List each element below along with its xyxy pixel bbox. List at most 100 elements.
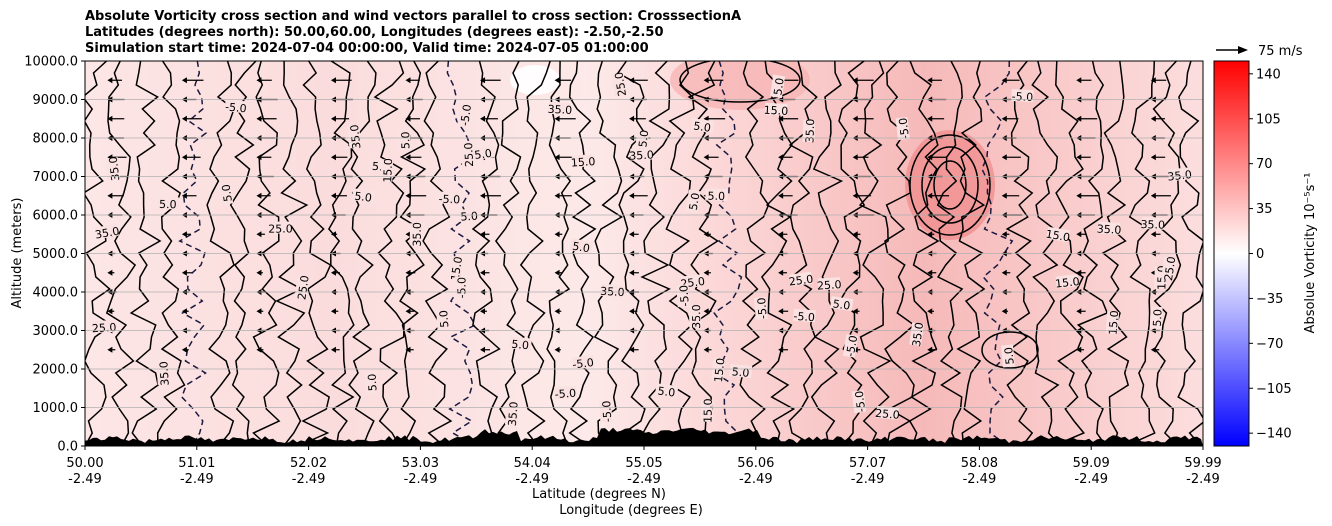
colorbar-tick-label: 35 bbox=[1256, 202, 1273, 217]
contour-label-bg bbox=[380, 159, 394, 182]
wind-vector-head-icon bbox=[927, 192, 933, 199]
wind-vector-head-icon bbox=[1076, 77, 1082, 84]
vorticity-maximum bbox=[905, 130, 995, 240]
wind-vector-head-icon bbox=[1001, 154, 1007, 161]
contour-label: 25.0 bbox=[92, 321, 117, 335]
contour-ring bbox=[679, 61, 801, 103]
contour-label: 25.0 bbox=[875, 407, 901, 422]
contour-label-bg bbox=[676, 284, 690, 308]
contour-label-bg bbox=[218, 181, 234, 205]
wind-vector-head-icon bbox=[405, 154, 411, 161]
contour-label: 5.0 bbox=[731, 365, 750, 380]
contour-line bbox=[85, 61, 114, 446]
wind-vector-head-icon bbox=[256, 115, 262, 122]
wind-vector-head-icon bbox=[330, 154, 336, 161]
wind-vector-head-icon bbox=[256, 231, 262, 238]
wind-vector-head-icon bbox=[181, 77, 187, 84]
contour-line bbox=[665, 61, 695, 446]
contour-label: 5.0 bbox=[571, 240, 590, 256]
wind-vector-head-icon bbox=[1001, 308, 1007, 315]
wind-vector-head-icon bbox=[256, 154, 262, 161]
contour-label-bg bbox=[224, 99, 248, 114]
wind-vector-head-icon bbox=[927, 154, 933, 161]
contour-label: 35.0 bbox=[1096, 222, 1121, 236]
contour-line bbox=[568, 61, 597, 446]
y-tick-label: 10000.0 bbox=[24, 55, 78, 70]
contour-line bbox=[327, 61, 355, 446]
contour-label-bg bbox=[685, 189, 701, 214]
wind-vector-head-icon bbox=[405, 308, 411, 315]
wind-vector-head-icon bbox=[554, 308, 560, 315]
contour-label: -5.0 bbox=[755, 297, 770, 319]
x-tick-label: 53.03 bbox=[402, 456, 439, 471]
contour-label: 25.0 bbox=[788, 272, 814, 288]
contour-label-bg bbox=[1046, 226, 1070, 243]
y-tick-label: 1000.0 bbox=[33, 401, 79, 416]
contour-label-bg bbox=[504, 402, 519, 426]
contour-label: -5.0 bbox=[458, 104, 474, 127]
x-tick-label-2: -2.49 bbox=[180, 472, 214, 487]
contour-label: 5.0 bbox=[399, 131, 412, 149]
wind-vector-head-icon bbox=[927, 115, 933, 122]
wind-vector-head-icon bbox=[405, 115, 411, 122]
wind-vector-head-icon bbox=[107, 192, 113, 199]
contour-line bbox=[275, 61, 309, 446]
wind-vector-head-icon bbox=[256, 346, 262, 353]
colorbar-tick-label: −140 bbox=[1256, 427, 1292, 442]
contour-labels: -5.05.025.0 25.05.035.05.025.05.035.05.0-… bbox=[92, 71, 1193, 427]
contour-label-bg bbox=[1097, 221, 1121, 235]
wind-vector-head-icon bbox=[330, 115, 336, 122]
contour-label-bg bbox=[1011, 88, 1034, 103]
y-tick-label: 3000.0 bbox=[33, 324, 79, 339]
wind-vector-head-icon bbox=[927, 308, 933, 315]
contour-label: -5.0 bbox=[853, 390, 868, 413]
colorbar-tick-label: 0 bbox=[1256, 247, 1264, 262]
contour-label-bg bbox=[689, 305, 702, 328]
contour-label-bg bbox=[876, 405, 900, 420]
wind-vector-head-icon bbox=[107, 115, 113, 122]
contour-line bbox=[908, 61, 940, 446]
wind-vector-head-icon bbox=[256, 192, 262, 199]
wind-vector-head-icon bbox=[1076, 192, 1082, 199]
wind-vector-head-icon bbox=[852, 192, 858, 199]
contour-label-bg bbox=[700, 399, 713, 422]
wind-vector-head-icon bbox=[480, 346, 486, 353]
contour-label: 5.0 bbox=[159, 198, 177, 211]
contour-label: 15.0 bbox=[1107, 310, 1122, 335]
wind-vector-head-icon bbox=[1076, 231, 1082, 238]
contour-label-bg bbox=[409, 223, 422, 246]
wind-vector-head-icon bbox=[480, 115, 486, 122]
x-axis: 50.00-2.4951.01-2.4952.02-2.4953.03-2.49… bbox=[66, 446, 1222, 487]
contour-line bbox=[422, 61, 453, 446]
wind-vector-head-icon bbox=[330, 192, 336, 199]
wind-vector-head-icon bbox=[107, 308, 113, 315]
contour-line bbox=[348, 61, 377, 446]
wind-vector-head-icon bbox=[629, 269, 635, 276]
contour-line bbox=[1005, 61, 1034, 446]
chart-title-line-2: Latitudes (degrees north): 50.00,60.00, … bbox=[85, 25, 664, 40]
contour-label-bg bbox=[435, 307, 450, 331]
wind-vector-head-icon bbox=[927, 77, 933, 84]
contour-line bbox=[399, 61, 427, 446]
contour-label-bg bbox=[569, 238, 594, 254]
contour-label-bg bbox=[630, 147, 653, 161]
contour-label-bg bbox=[792, 308, 816, 323]
y-tick-label: 7000.0 bbox=[33, 170, 79, 185]
vorticity-min bbox=[510, 65, 560, 95]
wind-vector-head-icon bbox=[330, 77, 336, 84]
contour-label: 35.0 bbox=[348, 124, 364, 150]
contour-label: 25.0 bbox=[817, 278, 842, 293]
wind-vector-head-icon bbox=[554, 231, 560, 238]
contour-label-bg bbox=[347, 125, 362, 149]
contour-line bbox=[446, 61, 477, 446]
wind-vector-head-icon bbox=[181, 115, 187, 122]
contour-line bbox=[981, 61, 1014, 446]
wind-vector-head-icon bbox=[330, 346, 336, 353]
contour-ring bbox=[921, 146, 979, 224]
wind-vector-head-icon bbox=[629, 231, 635, 238]
contour-label: 5.0 bbox=[474, 147, 493, 162]
contour-label: 5.0 bbox=[832, 297, 851, 312]
wind-vector-head-icon bbox=[1001, 115, 1007, 122]
contour-label: 35.0 bbox=[506, 401, 521, 426]
wind-vector-head-icon bbox=[778, 115, 784, 122]
